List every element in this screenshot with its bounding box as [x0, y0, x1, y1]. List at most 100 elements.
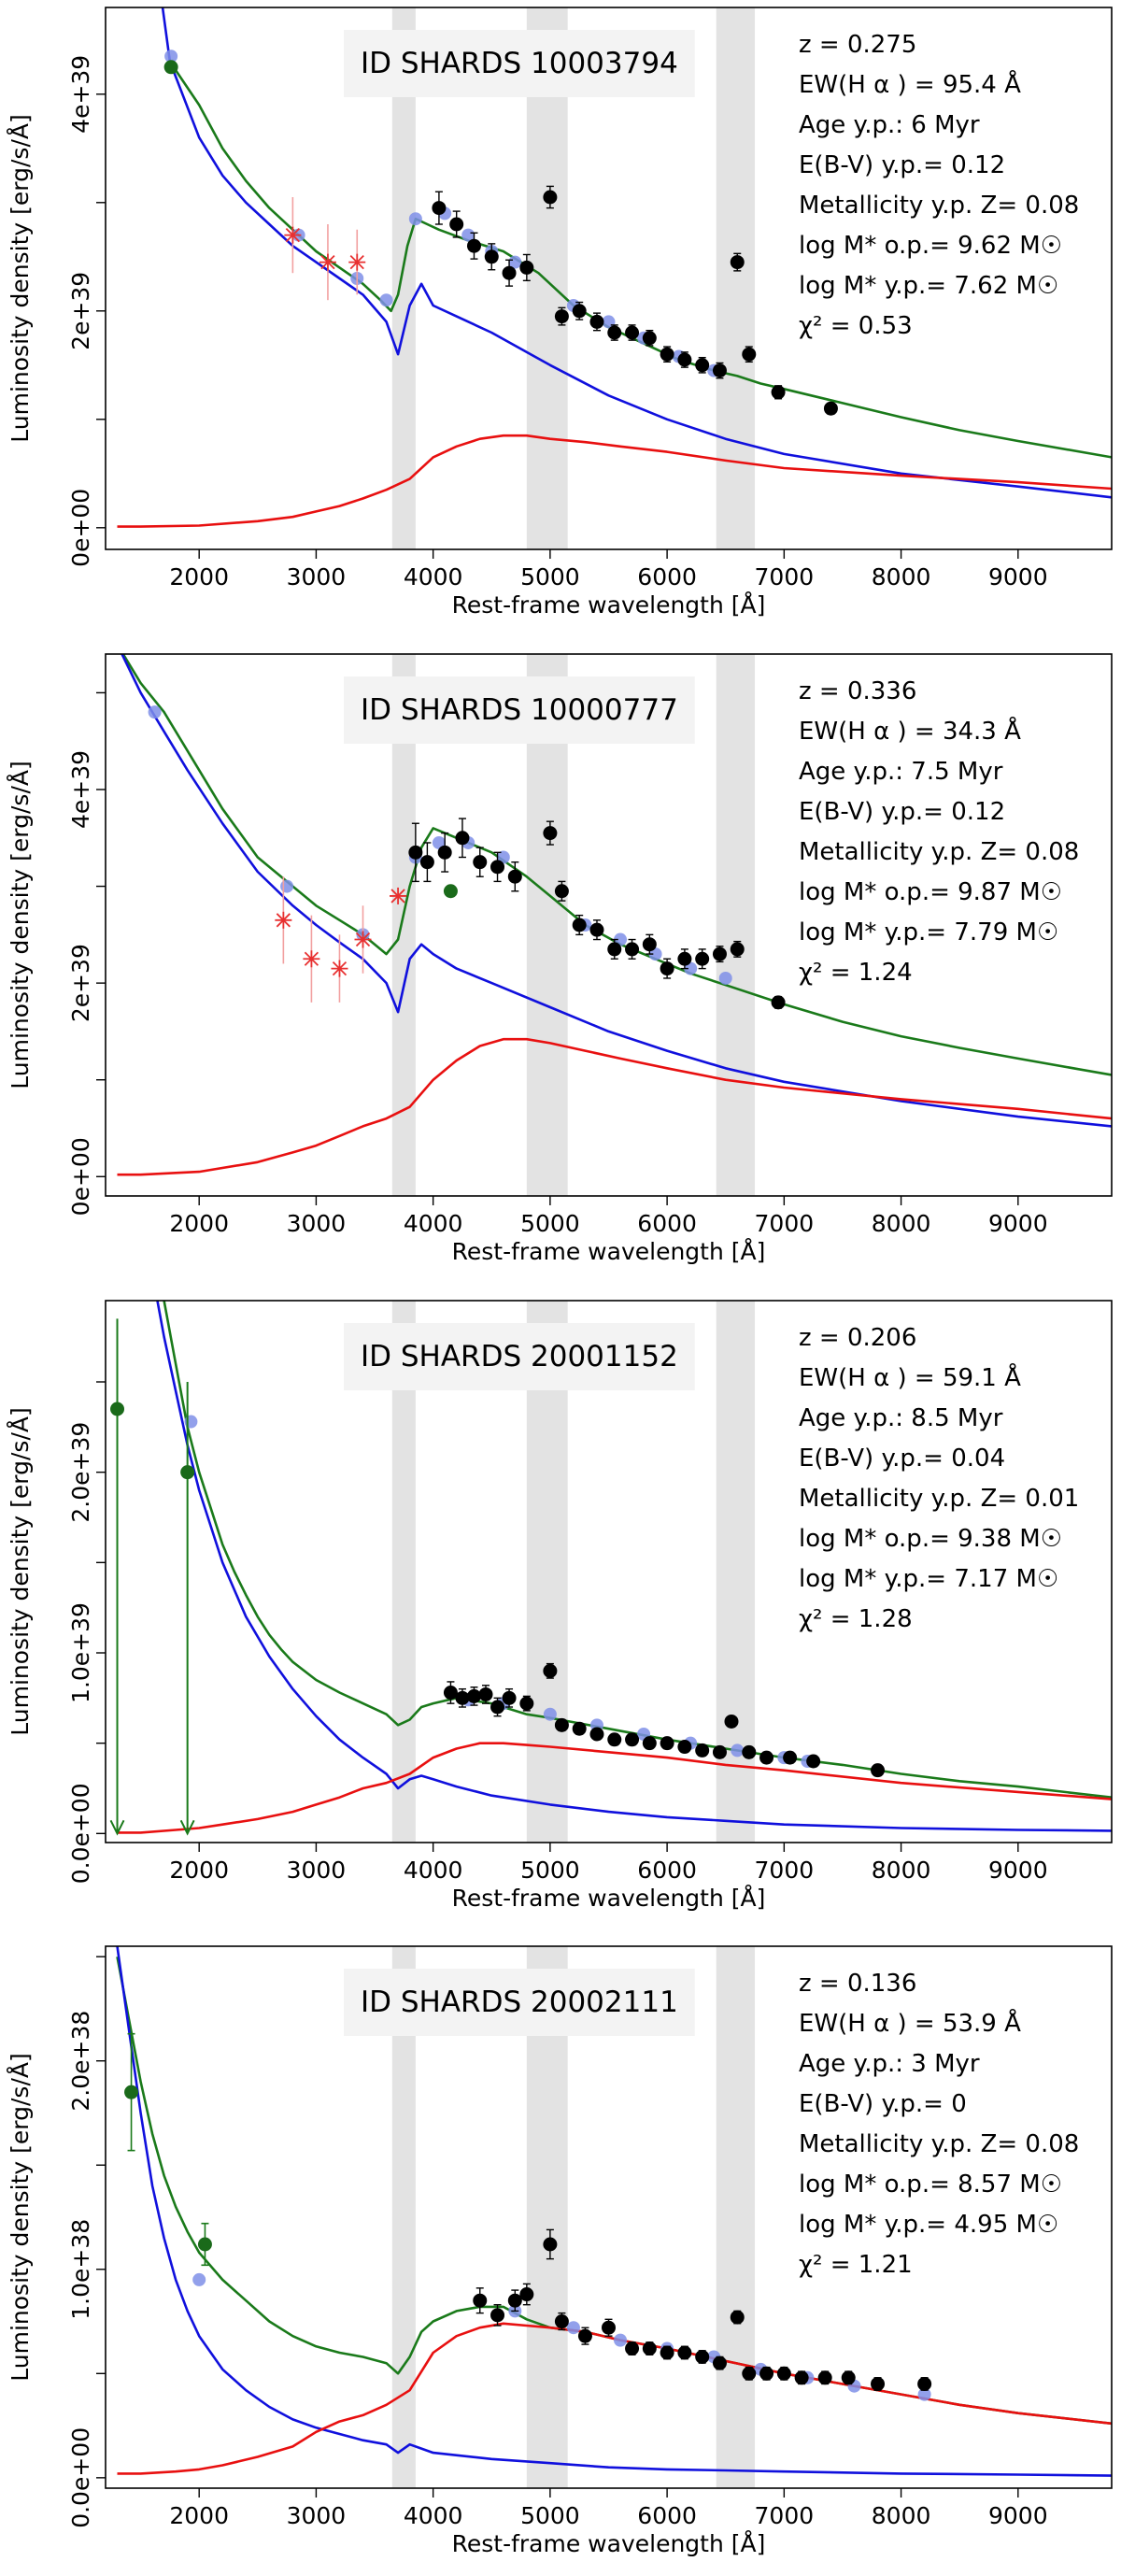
object-id-label: ID SHARDS 10000777	[361, 693, 678, 727]
y-tick-label: 2.0e+38	[67, 2011, 94, 2112]
observed-point	[455, 1690, 470, 1705]
x-tick-label: 7000	[755, 2502, 815, 2529]
star-stroke	[390, 889, 405, 904]
annotation-line: log M* y.p.= 4.95 M☉	[799, 2211, 1058, 2239]
plot-area	[117, 654, 1112, 1196]
star-stroke	[285, 227, 301, 243]
observed-point	[783, 1750, 798, 1765]
annotation-line: E(B-V) y.p.= 0.12	[799, 798, 1005, 826]
plot-area	[116, 1946, 1112, 2488]
annotation-line: Age y.p.: 3 Myr	[799, 2050, 980, 2078]
observed-point	[776, 2366, 791, 2381]
y-tick-label: 0.0e+00	[67, 2427, 94, 2528]
object-id-box	[344, 1323, 695, 1390]
annotation-line: log M* y.p.= 7.62 M☉	[799, 272, 1058, 300]
x-tick-label: 6000	[637, 1857, 697, 1884]
green-limit-arrow	[179, 1819, 195, 1836]
star-stroke	[332, 961, 348, 976]
annotation-line: z = 0.136	[799, 1970, 916, 1998]
observed-point	[478, 1686, 493, 1701]
observed-point	[695, 1743, 710, 1758]
observed-point	[871, 2376, 886, 2391]
plot-area	[109, 1301, 1112, 1843]
observed-point	[543, 1663, 558, 1678]
observed-point	[519, 2287, 534, 2302]
green-point	[197, 2237, 212, 2252]
y-axis-label: Luminosity density [erg/s/Å]	[7, 761, 34, 1089]
annotation-line: Metallicity y.p. Z= 0.08	[799, 192, 1079, 220]
series-line-young-population	[116, 1946, 1112, 2477]
observed-point	[466, 1688, 481, 1703]
observed-point	[642, 331, 657, 346]
observed-point	[490, 1700, 505, 1715]
model-point	[192, 2272, 206, 2286]
x-tick-label: 6000	[637, 2502, 697, 2529]
annotation-line: Metallicity y.p. Z= 0.08	[799, 2130, 1079, 2158]
observed-point	[660, 961, 674, 976]
object-id-box	[344, 30, 695, 97]
series-line-old-population	[117, 434, 1112, 528]
observed-point	[607, 325, 622, 340]
observed-point	[712, 946, 727, 961]
red-star-point	[390, 887, 407, 904]
observed-point	[730, 255, 745, 270]
observed-point	[554, 309, 569, 324]
y-axis-label: Luminosity density [erg/s/Å]	[7, 114, 34, 442]
observed-point	[449, 217, 464, 232]
observed-point	[759, 1750, 774, 1765]
observed-point	[742, 347, 757, 362]
y-tick-label: 2e+39	[67, 944, 94, 1022]
annotation-line: Metallicity y.p. Z= 0.08	[799, 838, 1079, 866]
model-point	[184, 1415, 198, 1429]
observed-point	[502, 265, 517, 280]
annotation-line: Age y.p.: 7.5 Myr	[799, 758, 1003, 786]
observed-point	[490, 2308, 505, 2323]
red-star-point	[275, 911, 292, 929]
red-star-point	[348, 253, 366, 271]
y-tick-label: 1.0e+39	[67, 1602, 94, 1703]
observed-point	[519, 260, 534, 275]
object-id-label: ID SHARDS 10003794	[361, 47, 678, 80]
observed-point	[730, 942, 745, 957]
x-tick-label: 8000	[872, 2502, 931, 2529]
highlight-band-2	[526, 7, 568, 549]
observed-point	[543, 190, 558, 205]
red-star-point	[284, 226, 302, 244]
observed-point	[554, 884, 569, 899]
highlight-band-3	[716, 654, 756, 1196]
observed-point	[625, 325, 640, 340]
highlight-band-3	[716, 1946, 756, 2488]
observed-point	[507, 2293, 522, 2308]
red-star-point	[303, 950, 320, 968]
x-tick-label: 5000	[520, 2502, 580, 2529]
highlight-band-2	[526, 1301, 568, 1843]
y-axis-label: Luminosity density [erg/s/Å]	[7, 1407, 34, 1735]
x-axis-label: Rest-frame wavelength [Å]	[452, 591, 766, 619]
annotation-line: Metallicity y.p. Z= 0.01	[799, 1485, 1079, 1513]
observed-point	[502, 1690, 517, 1705]
observed-point	[695, 358, 710, 373]
observed-point	[841, 2370, 856, 2385]
highlight-band-1	[391, 7, 416, 549]
observed-point	[917, 2376, 932, 2391]
x-axis-label: Rest-frame wavelength [Å]	[452, 1238, 766, 1265]
annotation-line: E(B-V) y.p.= 0	[799, 2090, 967, 2118]
series-line-young-population	[161, 7, 1112, 499]
x-tick-label: 2000	[169, 1210, 229, 1237]
annotation-line: EW(H α ) = 95.4 Å	[799, 69, 1021, 99]
model-point	[731, 1743, 745, 1758]
annotation-line: z = 0.336	[799, 677, 916, 705]
x-tick-label: 2000	[169, 1857, 229, 1884]
object-id-box	[344, 1969, 695, 2036]
model-point	[379, 293, 393, 307]
annotation-line: χ² = 1.28	[799, 1605, 913, 1633]
plot-area	[117, 7, 1112, 549]
star-stroke	[304, 951, 319, 966]
chart-panel-4: ID SHARDS 20002111 2000 3000 4000 5000 6000 70…	[7, 1945, 1113, 2557]
y-axis-label: Luminosity density [erg/s/Å]	[7, 2053, 34, 2381]
observed-point	[625, 2341, 640, 2356]
observed-point	[473, 855, 488, 870]
plot-frame	[105, 653, 1113, 1197]
highlight-band-2	[526, 654, 568, 1196]
x-tick-label: 5000	[520, 1857, 580, 1884]
